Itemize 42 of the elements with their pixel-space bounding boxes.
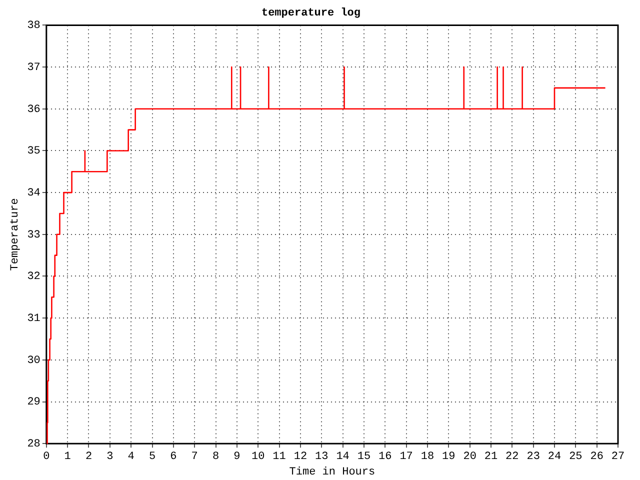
y-tick-label: 34: [27, 187, 41, 200]
y-tick-label: 36: [27, 104, 40, 116]
y-tick-label: 38: [27, 20, 40, 32]
x-tick-label: 24: [548, 451, 562, 464]
y-tick-label: 37: [27, 62, 40, 74]
x-tick-label: 5: [148, 451, 156, 464]
x-tick-label: 1: [64, 451, 72, 464]
x-tick-label: 17: [400, 451, 413, 464]
x-tick-label: 19: [442, 451, 456, 464]
x-tick-label: 3: [106, 451, 114, 464]
y-tick-label: 33: [27, 229, 40, 242]
x-tick-label: 2: [85, 451, 92, 464]
x-tick-label: 0: [43, 451, 50, 464]
x-tick-label: 12: [294, 451, 308, 464]
x-tick-label: 22: [506, 451, 519, 464]
y-tick-label: 32: [27, 271, 40, 284]
x-tick-label: 4: [128, 451, 135, 464]
y-tick-label: 31: [27, 312, 41, 325]
chart-title: temperature log: [261, 7, 361, 20]
x-tick-label: 25: [569, 451, 582, 464]
x-tick-label: 10: [252, 451, 265, 464]
y-tick-label: 29: [27, 396, 40, 409]
x-tick-label: 21: [484, 451, 498, 464]
x-tick-label: 8: [212, 451, 220, 464]
x-tick-label: 23: [526, 451, 540, 464]
y-tick-label: 28: [27, 438, 40, 451]
x-tick-label: 26: [590, 451, 604, 464]
y-axis-title: Temperature: [10, 198, 22, 271]
x-tick-label: 16: [378, 451, 392, 464]
x-tick-label: 7: [191, 451, 198, 464]
x-tick-label: 15: [357, 451, 371, 464]
x-tick-label: 20: [463, 451, 476, 464]
x-tick-label: 11: [272, 451, 286, 464]
x-axis-title: Time in Hours: [289, 466, 376, 478]
x-tick-label: 13: [315, 451, 328, 464]
y-tick-label: 30: [27, 354, 40, 367]
x-tick-label: 14: [336, 451, 350, 464]
x-tick-label: 9: [234, 451, 240, 464]
x-tick-label: 27: [611, 451, 625, 464]
x-tick-label: 18: [420, 451, 434, 464]
x-tick-label: 6: [170, 451, 177, 464]
y-tick-label: 35: [27, 146, 40, 158]
